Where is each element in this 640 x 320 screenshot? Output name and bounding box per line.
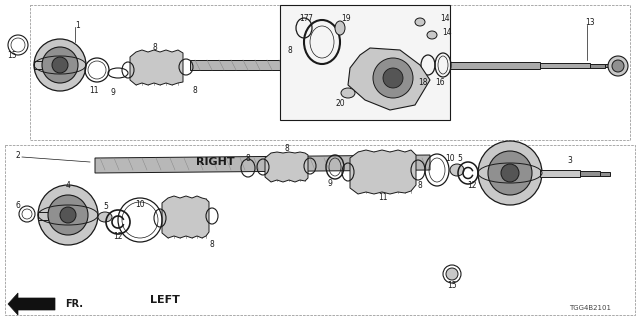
- Bar: [605, 64, 613, 67]
- Text: 18: 18: [419, 77, 428, 86]
- Ellipse shape: [488, 151, 532, 195]
- Ellipse shape: [501, 164, 519, 182]
- Text: 4: 4: [65, 180, 70, 189]
- Text: 8: 8: [152, 43, 157, 52]
- Text: 11: 11: [378, 193, 388, 202]
- Text: 5: 5: [104, 202, 108, 211]
- Ellipse shape: [383, 68, 403, 88]
- Polygon shape: [8, 293, 55, 315]
- Text: 8: 8: [418, 180, 422, 189]
- Ellipse shape: [608, 56, 628, 76]
- Text: 8: 8: [287, 45, 292, 54]
- Text: 8: 8: [193, 85, 197, 94]
- Ellipse shape: [415, 18, 425, 26]
- Bar: [450, 62, 540, 69]
- Bar: [38, 212, 48, 220]
- Text: 17: 17: [299, 13, 309, 22]
- Polygon shape: [130, 50, 183, 85]
- Text: 8: 8: [285, 143, 289, 153]
- Text: LEFT: LEFT: [150, 295, 180, 305]
- Text: 10: 10: [445, 154, 455, 163]
- Ellipse shape: [478, 141, 542, 205]
- Text: TGG4B2101: TGG4B2101: [569, 305, 611, 311]
- Text: 15: 15: [447, 281, 457, 290]
- Ellipse shape: [42, 47, 78, 83]
- Ellipse shape: [335, 21, 345, 35]
- Text: 14: 14: [440, 13, 450, 22]
- Text: FR.: FR.: [65, 299, 83, 309]
- Text: 2: 2: [15, 150, 20, 159]
- Text: 1: 1: [76, 20, 81, 29]
- Text: 15: 15: [7, 51, 17, 60]
- Text: 19: 19: [341, 13, 351, 22]
- Text: 11: 11: [89, 85, 99, 94]
- Bar: [190, 60, 425, 70]
- Polygon shape: [265, 152, 308, 182]
- Ellipse shape: [38, 185, 98, 245]
- Ellipse shape: [52, 57, 68, 73]
- Bar: [540, 63, 590, 68]
- Text: 13: 13: [585, 18, 595, 27]
- Text: 7: 7: [308, 13, 312, 22]
- Polygon shape: [162, 196, 209, 238]
- Ellipse shape: [612, 60, 624, 72]
- Ellipse shape: [427, 31, 437, 39]
- Text: 6: 6: [15, 201, 20, 210]
- Text: 8: 8: [246, 154, 250, 163]
- Ellipse shape: [341, 88, 355, 98]
- Ellipse shape: [98, 212, 112, 222]
- Text: 9: 9: [328, 179, 332, 188]
- Text: 8: 8: [210, 239, 214, 249]
- Bar: [600, 172, 610, 176]
- Bar: [580, 171, 600, 176]
- Ellipse shape: [48, 195, 88, 235]
- Bar: [34, 61, 42, 69]
- Text: RIGHT: RIGHT: [196, 157, 234, 167]
- Text: 5: 5: [458, 154, 463, 163]
- Bar: [540, 170, 580, 177]
- Polygon shape: [280, 5, 450, 120]
- Polygon shape: [348, 48, 430, 110]
- Ellipse shape: [373, 58, 413, 98]
- Ellipse shape: [34, 39, 86, 91]
- Text: 16: 16: [435, 77, 445, 86]
- Text: 20: 20: [335, 99, 345, 108]
- Ellipse shape: [446, 268, 458, 280]
- Bar: [590, 64, 605, 68]
- Text: 14: 14: [442, 28, 452, 36]
- Ellipse shape: [60, 207, 76, 223]
- Text: 9: 9: [111, 87, 115, 97]
- Text: 12: 12: [467, 180, 477, 189]
- Polygon shape: [95, 155, 430, 173]
- Ellipse shape: [450, 164, 464, 176]
- Text: 12: 12: [113, 231, 123, 241]
- Polygon shape: [350, 150, 416, 194]
- Text: 10: 10: [135, 199, 145, 209]
- Text: 3: 3: [568, 156, 572, 164]
